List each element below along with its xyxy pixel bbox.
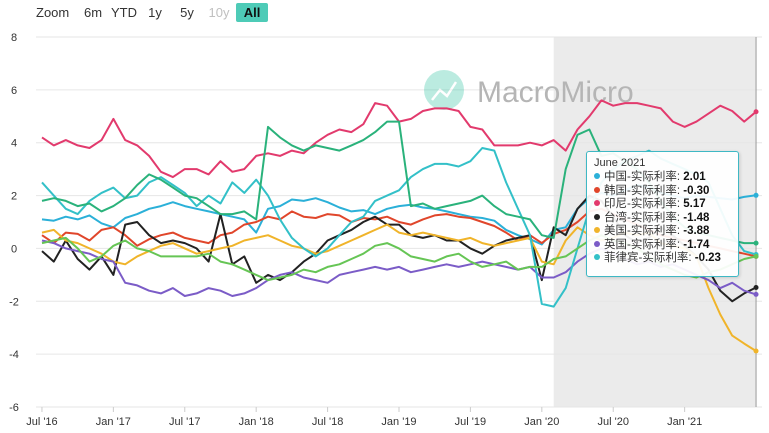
series-end-marker [753, 192, 759, 198]
zoom-label: Zoom [36, 5, 70, 20]
chart-tooltip: June 2021 中国-实际利率: 2.01 韩国-实际利率: -0.30 印… [586, 151, 739, 277]
x-tick-label: Jul '19 [455, 416, 486, 428]
tooltip-row-korea: 韩国-实际利率: -0.30 [594, 185, 731, 199]
tooltip-row-usa: 美国-实际利率: -3.88 [594, 225, 731, 239]
tooltip-row-label: 台湾-实际利率: [604, 211, 681, 224]
y-tick-label: 4 [11, 138, 17, 150]
zoom-6m-button[interactable]: 6m [83, 5, 103, 20]
zoom-5y-button[interactable]: 5y [180, 5, 194, 20]
tooltip-row-label: 英国-实际利率: [604, 238, 681, 251]
series-end-marker [753, 291, 759, 297]
x-tick-label: Jan '21 [667, 416, 702, 428]
x-tick-label: Jul '17 [169, 416, 200, 428]
series-end-marker [753, 240, 759, 246]
tooltip-row-uk: 英国-实际利率: -1.74 [594, 239, 731, 253]
series-dot-icon [594, 186, 600, 193]
tooltip-row-label: 韩国-实际利率: [604, 184, 681, 197]
tooltip-row-value: -1.74 [683, 238, 710, 251]
series-dot-icon [594, 200, 600, 206]
tooltip-row-value: -0.23 [694, 252, 721, 264]
series-end-marker [753, 253, 759, 259]
tooltip-row-label: 中国-实际利率: [604, 171, 681, 183]
zoom-10y-button: 10y [208, 5, 230, 20]
series-dot-icon [594, 254, 600, 260]
y-tick-label: 8 [11, 32, 17, 44]
tooltip-row-china: 中国-实际利率: 2.01 [594, 171, 731, 185]
tooltip-row-value: -1.48 [683, 211, 710, 224]
tooltip-row-label: 菲律宾-实际利率: [604, 252, 692, 264]
series-dot-icon [594, 173, 600, 179]
x-tick-label: Jul '18 [312, 416, 343, 428]
zoom-1y-button[interactable]: 1y [148, 5, 162, 20]
tooltip-row-philippines: 菲律宾-实际利率: -0.23 [594, 252, 731, 266]
y-tick-label: 2 [11, 191, 17, 203]
tooltip-row-indonesia: 印尼-实际利率: 5.17 [594, 198, 731, 212]
x-tick-label: Jan '19 [381, 416, 416, 428]
tooltip-row-value: -0.30 [683, 184, 710, 197]
y-tick-label: 0 [11, 243, 17, 255]
tooltip-date: June 2021 [594, 157, 646, 169]
zoom-ytd-button[interactable]: YTD [111, 5, 137, 20]
zoom-bar: Zoom 6m YTD 1y 5y 10y All [0, 0, 300, 26]
tooltip-row-label: 美国-实际利率: [604, 225, 681, 237]
tooltip-row-value: 5.17 [683, 198, 706, 210]
y-tick-label: 6 [11, 85, 17, 97]
series-dot-icon [594, 240, 600, 247]
tooltip-row-label: 印尼-实际利率: [604, 198, 681, 210]
x-tick-label: Jan '20 [524, 416, 559, 428]
y-tick-label: -4 [9, 349, 19, 361]
tooltip-row-value: -3.88 [683, 225, 710, 237]
x-tick-label: Jul '20 [598, 416, 629, 428]
x-tick-label: Jan '17 [96, 416, 131, 428]
series-dot-icon [594, 227, 600, 233]
series-end-marker [753, 109, 759, 115]
series-end-marker [753, 348, 759, 354]
tooltip-row-value: 2.01 [683, 171, 706, 183]
zoom-all-button[interactable]: All [236, 3, 268, 22]
y-tick-label: -2 [9, 296, 19, 308]
series-dot-icon [594, 213, 600, 220]
tooltip-row-taiwan: 台湾-实际利率: -1.48 [594, 212, 731, 226]
y-tick-label: -6 [9, 402, 19, 414]
x-tick-label: Jul '16 [26, 416, 57, 428]
series-end-marker [753, 285, 759, 291]
watermark-logo-icon [424, 70, 464, 110]
x-tick-label: Jan '18 [239, 416, 274, 428]
